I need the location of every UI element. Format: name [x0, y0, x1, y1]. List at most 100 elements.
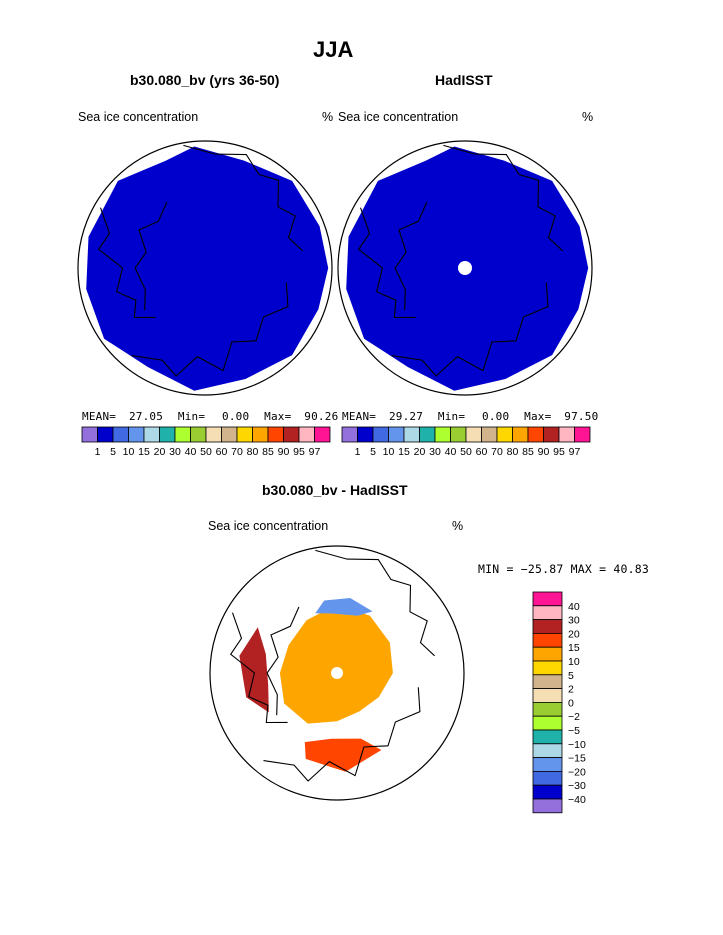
colorbar-1-box-8 [190, 426, 207, 443]
panel-2-mean-value: 29.27 [388, 410, 424, 423]
panel-1-stats: MEAN= 27.05 Min= 0.00 Max= 90.26 [82, 410, 338, 423]
map-1-region-inner-pack [156, 209, 251, 309]
colorbar-1-box-7 [174, 426, 191, 443]
colorbar-2-tick-label: 50 [460, 446, 472, 458]
colorbar-diff-tick-label: −2 [568, 711, 580, 723]
map-2-region-inner-pack [416, 209, 511, 309]
colorbar-1-tick-label: 1 [95, 446, 101, 458]
colorbar-1-tick-label: 50 [200, 446, 212, 458]
colorbar-2-tick-label: 1 [355, 446, 361, 458]
colorbar-2-box-16 [574, 426, 591, 443]
colorbar-diff-box-5 [532, 646, 563, 662]
diff-variable-label: Sea ice concentration [208, 519, 329, 533]
panel-1-units-label: % [322, 110, 334, 124]
colorbar-2-tick-label: 90 [538, 446, 550, 458]
colorbar-1: 1 5 10 15 20 30 40 50 60 70 80 85 90 95 97 [81, 426, 331, 458]
colorbar-2-tick-label: 5 [370, 446, 376, 458]
map-3-region-beaufort-margin [315, 598, 373, 616]
polar-map-3 [209, 545, 465, 801]
colorbar-diff-box-13 [532, 757, 563, 772]
panel-2-title: HadISST [435, 72, 493, 88]
panel-2-variable-label: Sea ice concentration [338, 110, 459, 124]
colorbar-diff-box-10 [532, 715, 563, 731]
colorbar-diff-box-11 [532, 729, 563, 745]
colorbar-2-box-14 [543, 426, 560, 443]
colorbar-diff-tick-label: 20 [568, 628, 580, 640]
colorbar-diff-tick-label: −20 [568, 766, 586, 778]
colorbar-2-box-2 [357, 426, 374, 443]
colorbar-1-box-14 [283, 426, 300, 443]
colorbar-diff-box-1 [532, 591, 563, 607]
colorbar-2-box-9 [465, 426, 482, 443]
colorbar-2-tick-label: 97 [569, 446, 581, 458]
panel-1-mean-value: 27.05 [128, 410, 164, 423]
colorbar-diff-box-3 [532, 619, 563, 634]
colorbar-diff-tick-label: −15 [568, 753, 586, 765]
map-1-region-central-arctic [166, 221, 241, 300]
map-1-region-barents-labrador [113, 158, 307, 358]
colorbar-diff-box-16 [532, 798, 563, 814]
colorbar-1-tick-label: 80 [247, 446, 259, 458]
colorbar-2: 1 5 10 15 20 30 40 50 60 70 80 85 90 95 97 [341, 426, 591, 458]
map-2-coastline-3 [391, 282, 549, 377]
panel-2-stats: MEAN= 29.27 Min= 0.00 Max= 97.50 [342, 410, 598, 423]
colorbar-diff-tick-label: −5 [568, 725, 580, 737]
colorbar-1-box-1 [81, 426, 98, 443]
colorbar-2-tick-label: 70 [491, 446, 503, 458]
colorbar-1-box-4 [128, 426, 145, 443]
panel-2-max-value: 97.50 [564, 410, 599, 423]
colorbar-diff-box-12 [532, 743, 563, 758]
panel-1-variable-label: Sea ice concentration [78, 110, 199, 124]
colorbar-1-tick-label: 95 [293, 446, 305, 458]
map-3-region-canadian-archipelago [239, 627, 269, 713]
colorbar-1-box-2 [97, 426, 114, 443]
colorbar-1-tick-label: 85 [262, 446, 274, 458]
colorbar-diff-tick-label: 30 [568, 615, 580, 627]
map-1-region-bering-okhotsk [86, 146, 329, 391]
colorbar-1-box-9 [205, 426, 222, 443]
colorbar-2-box-11 [496, 426, 513, 443]
panel-1-min-value: 0.00 [222, 410, 250, 423]
colorbar-2-tick-label: 10 [383, 446, 395, 458]
colorbar-diff-box-4 [532, 633, 563, 648]
colorbar-diff-tick-label: 0 [568, 697, 574, 709]
map-2-region-bering-okhotsk [346, 146, 589, 391]
colorbar-1-tick-label: 60 [216, 446, 228, 458]
colorbar-1-box-10 [221, 426, 238, 443]
map-3-region-central-arctic [298, 626, 373, 705]
colorbar-2-box-7 [434, 426, 451, 443]
colorbar-2-box-13 [527, 426, 544, 443]
colorbar-2-box-3 [372, 426, 389, 443]
map-1-coastline-4 [134, 201, 168, 311]
colorbar-diff-box-8 [532, 688, 563, 703]
colorbar-2-box-1 [341, 426, 358, 443]
map-2-region-pack-edge [409, 202, 519, 317]
map-1-region-pack-edge [149, 202, 259, 317]
colorbar-diff-tick-label: 5 [568, 670, 574, 682]
map-1-boundary [77, 140, 333, 396]
colorbar-1-tick-label: 70 [231, 446, 243, 458]
map-1-coastline-3 [131, 282, 289, 377]
colorbar-2-tick-label: 40 [445, 446, 457, 458]
colorbar-diff-box-9 [532, 702, 563, 717]
pole-hole-diff [331, 667, 343, 679]
diff-units-label: % [452, 519, 464, 533]
map-1-coastline-2 [97, 207, 156, 319]
panel-1-max-label: Max= [264, 410, 292, 423]
colorbar-1-box-6 [159, 426, 176, 443]
colorbar-2-tick-label: 30 [429, 446, 441, 458]
colorbar-diff-tick-label: −40 [568, 794, 586, 806]
map-2-region-barents-labrador [373, 158, 567, 358]
pole-hole-obs [458, 261, 472, 275]
colorbar-1-box-16 [314, 426, 331, 443]
colorbar-1-box-11 [236, 426, 253, 443]
colorbar-diff-tick-label: −10 [568, 739, 586, 751]
colorbar-diff-tick-label: 10 [568, 656, 580, 668]
colorbar-1-box-3 [112, 426, 129, 443]
colorbar-diff-tick-label: 40 [568, 601, 580, 613]
colorbar-diff-tick-label: 15 [568, 642, 580, 654]
polar-map-2 [337, 140, 593, 396]
map-3-coastline-2 [229, 612, 288, 724]
polar-map-1 [77, 140, 333, 396]
